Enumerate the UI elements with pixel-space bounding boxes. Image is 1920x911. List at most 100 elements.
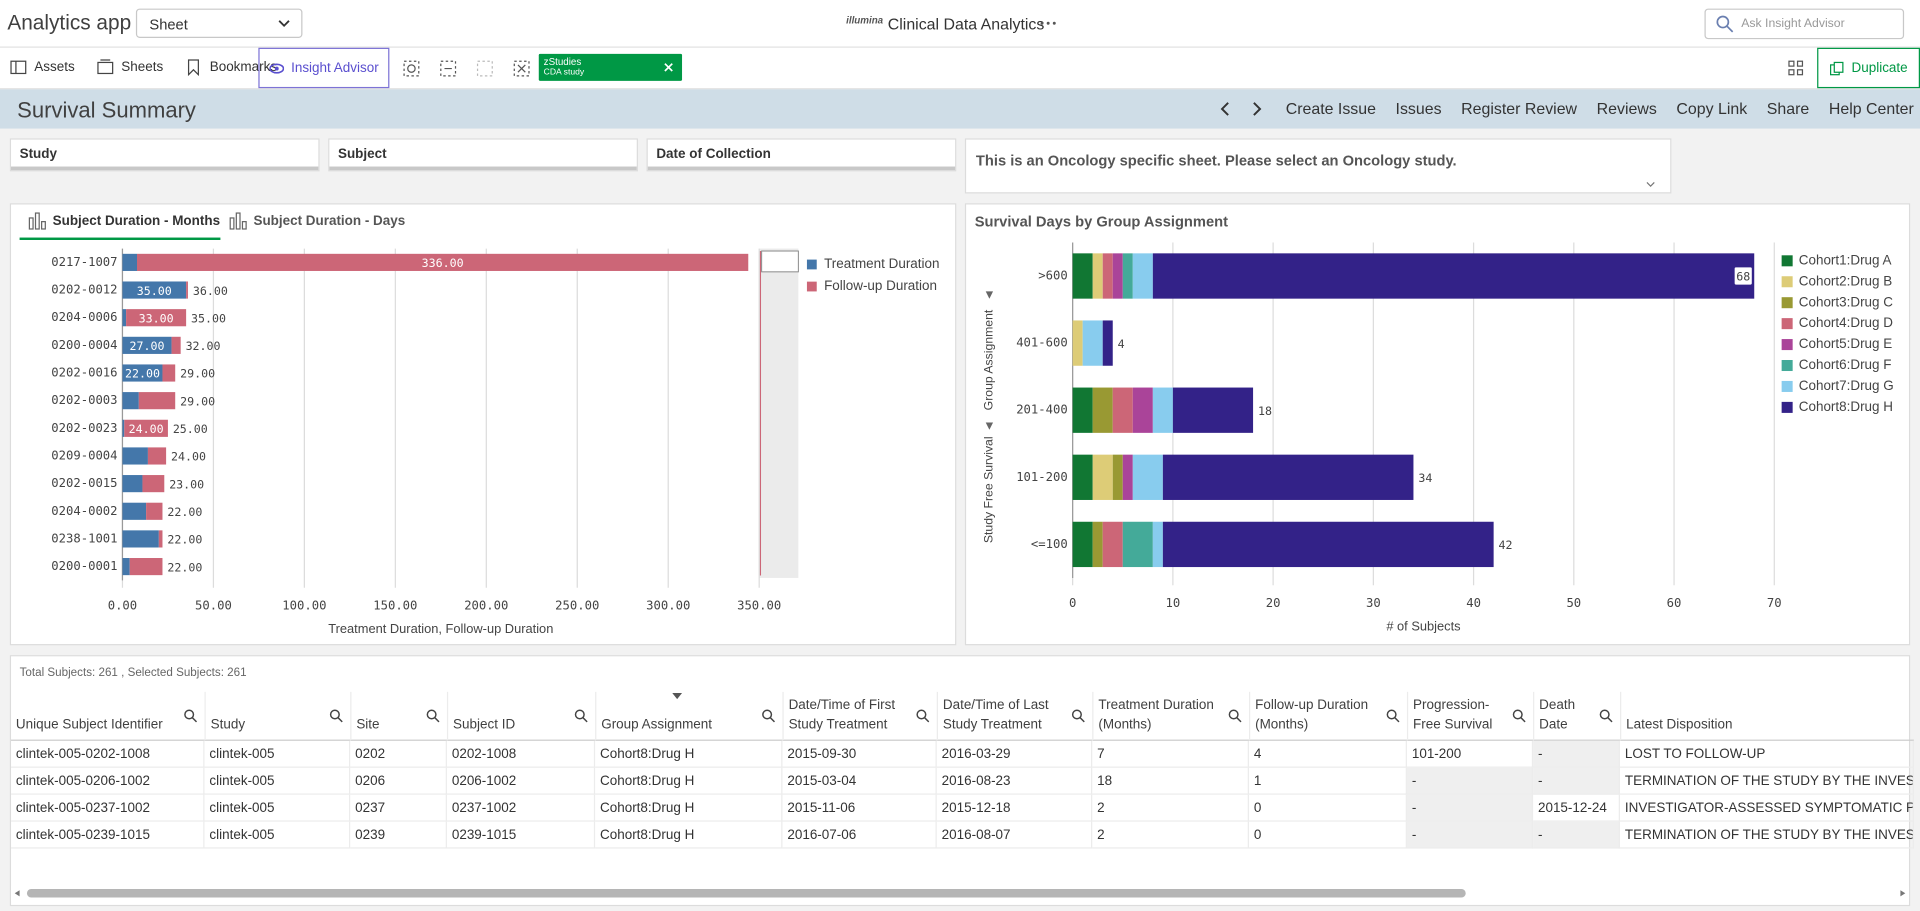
duplicate-icon bbox=[1830, 61, 1844, 75]
filter-bar bbox=[647, 166, 956, 171]
app-header: Analytics app Sheet illumina Clinical Da… bbox=[0, 0, 1920, 48]
toolbar-item-label: Assets bbox=[34, 60, 75, 75]
sheet-select[interactable]: Sheet bbox=[135, 8, 303, 38]
column-header-label: Follow-up Duration (Months) bbox=[1255, 697, 1369, 733]
table-cell: clintek-005-0239-1015 bbox=[11, 821, 205, 849]
table-cell: 0237-1002 bbox=[446, 794, 596, 822]
filter-bar bbox=[11, 166, 319, 171]
notice-box: This is an Oncology specific sheet. Plea… bbox=[964, 138, 1672, 194]
logo: illumina bbox=[846, 14, 884, 26]
column-search-icon[interactable] bbox=[184, 709, 198, 723]
table-cell: clintek-005 bbox=[204, 794, 351, 822]
column-search-icon[interactable] bbox=[574, 709, 588, 723]
sheet-link[interactable]: Copy Link bbox=[1676, 99, 1748, 118]
sheet-link[interactable]: Reviews bbox=[1596, 99, 1657, 118]
toolbar-item[interactable]: Assets bbox=[10, 59, 75, 76]
duration-chart-card bbox=[9, 203, 957, 646]
table-cell: Cohort8:Drug H bbox=[595, 767, 783, 795]
column-search-icon[interactable] bbox=[1599, 709, 1613, 723]
column-header[interactable]: Group Assignment bbox=[595, 691, 783, 741]
table-cell: 2016-08-07 bbox=[936, 821, 1093, 849]
column-header[interactable]: Progression-Free Survival bbox=[1406, 691, 1534, 741]
column-header[interactable]: Date/Time of First Study Treatment bbox=[782, 691, 937, 741]
selection-value: CDA study bbox=[543, 68, 585, 78]
column-header[interactable]: Latest Disposition bbox=[1620, 691, 1914, 741]
toolbar-icon bbox=[188, 59, 200, 76]
table-cell: 0 bbox=[1248, 794, 1407, 822]
column-search-icon[interactable] bbox=[1386, 709, 1400, 723]
app-name: Clinical Data Analytics bbox=[887, 14, 1045, 34]
sheet-title-bar: Survival Summary Create Issue Issues Regis… bbox=[0, 89, 1920, 129]
duplicate-button[interactable]: Duplicate bbox=[1817, 47, 1920, 89]
sheet-link[interactable]: Share bbox=[1766, 99, 1810, 118]
table-cell: - bbox=[1533, 821, 1621, 849]
column-header-label: Date/Time of First Study Treatment bbox=[788, 697, 896, 733]
column-header[interactable]: Treatment Duration (Months) bbox=[1092, 691, 1249, 741]
table-cell: 0206-1002 bbox=[446, 767, 596, 795]
expand-icon bbox=[1646, 182, 1655, 187]
toolbar-item[interactable]: Sheets bbox=[97, 59, 163, 76]
sheet-link[interactable]: Issues bbox=[1395, 99, 1442, 118]
selection-tools[interactable] bbox=[402, 59, 537, 79]
column-header-label: Group Assignment bbox=[601, 717, 713, 733]
clear-selection[interactable] bbox=[664, 62, 674, 72]
filter-box[interactable]: Subject bbox=[328, 138, 638, 172]
column-search-icon[interactable] bbox=[1071, 709, 1085, 723]
toolbar-items: Assets Sheets Bookmarks bbox=[10, 59, 277, 76]
table-cell: Cohort8:Drug H bbox=[595, 740, 783, 768]
column-header[interactable]: Date/Time of Last Study Treatment bbox=[936, 691, 1093, 741]
sheet-links: Create Issue Issues Register Review Reviews… bbox=[1286, 99, 1914, 117]
table-cell: 0239 bbox=[350, 821, 447, 849]
sheet-link[interactable]: Register Review bbox=[1461, 99, 1578, 118]
app-title: Analytics app bbox=[7, 11, 132, 35]
table-summary: Total Subjects: 261 , Selected Subjects:… bbox=[19, 666, 247, 680]
insight-advisor-button[interactable]: Insight Advisor bbox=[258, 47, 390, 89]
eye-icon bbox=[269, 62, 284, 74]
table-cell: 2016-03-29 bbox=[936, 740, 1093, 768]
table-cell: 2016-08-23 bbox=[936, 767, 1093, 795]
more-menu[interactable] bbox=[1040, 21, 1057, 26]
column-header[interactable]: Subject ID bbox=[446, 691, 596, 741]
column-search-icon[interactable] bbox=[1228, 709, 1242, 723]
search-box[interactable]: Ask Insight Advisor bbox=[1704, 8, 1905, 40]
column-header[interactable]: Unique Subject Identifier bbox=[11, 692, 205, 741]
column-header[interactable]: Death Date bbox=[1533, 691, 1621, 741]
selection-chip[interactable]: zStudies CDA study bbox=[538, 53, 683, 81]
table-cell: - bbox=[1533, 740, 1621, 768]
table-cell: clintek-005-0202-1008 bbox=[11, 740, 205, 768]
column-header-label: Treatment Duration (Months) bbox=[1098, 697, 1214, 733]
sort-indicator bbox=[672, 693, 683, 700]
column-header[interactable]: Study bbox=[204, 691, 351, 741]
sheet-link[interactable]: Create Issue bbox=[1285, 99, 1376, 118]
column-search-icon[interactable] bbox=[762, 709, 776, 723]
duplicate-label: Duplicate bbox=[1851, 60, 1908, 76]
column-search-icon[interactable] bbox=[1512, 709, 1526, 723]
column-search-icon[interactable] bbox=[329, 709, 343, 723]
filter-box[interactable]: Study bbox=[9, 138, 320, 172]
column-header-label: Subject ID bbox=[453, 717, 516, 733]
column-search-icon[interactable] bbox=[426, 709, 440, 723]
table-cell: 0206 bbox=[350, 767, 447, 795]
filter-box[interactable]: Date of Collection bbox=[646, 138, 957, 172]
sheet-link[interactable]: Help Center bbox=[1828, 99, 1914, 118]
filter-label: Date of Collection bbox=[656, 146, 771, 162]
column-header[interactable]: Follow-up Duration (Months) bbox=[1248, 691, 1407, 741]
table-cell: 2015-09-30 bbox=[782, 740, 937, 768]
table-cell: 0237 bbox=[350, 794, 447, 822]
survival-chart-card bbox=[964, 203, 1911, 646]
toolbar-item[interactable]: Bookmarks bbox=[185, 59, 277, 76]
grid-view-icon[interactable] bbox=[1788, 60, 1805, 77]
sheet-select-label: Sheet bbox=[149, 15, 188, 34]
column-search-icon[interactable] bbox=[916, 709, 930, 723]
table-cell: clintek-005 bbox=[204, 767, 351, 795]
column-header-label: Death Date bbox=[1539, 697, 1576, 733]
table-cell: 2016-07-06 bbox=[782, 821, 937, 849]
table-cell: Cohort8:Drug H bbox=[595, 794, 783, 822]
sheet-nav[interactable] bbox=[1218, 100, 1267, 117]
table-cell: 2 bbox=[1092, 794, 1249, 822]
column-header[interactable]: Site bbox=[350, 691, 447, 741]
table-cell: 2 bbox=[1092, 821, 1249, 849]
column-header-label: Latest Disposition bbox=[1626, 717, 1733, 733]
table-cell: INVESTIGATOR-ASSESSED SYMPTOMATIC PROG bbox=[1620, 794, 1914, 822]
